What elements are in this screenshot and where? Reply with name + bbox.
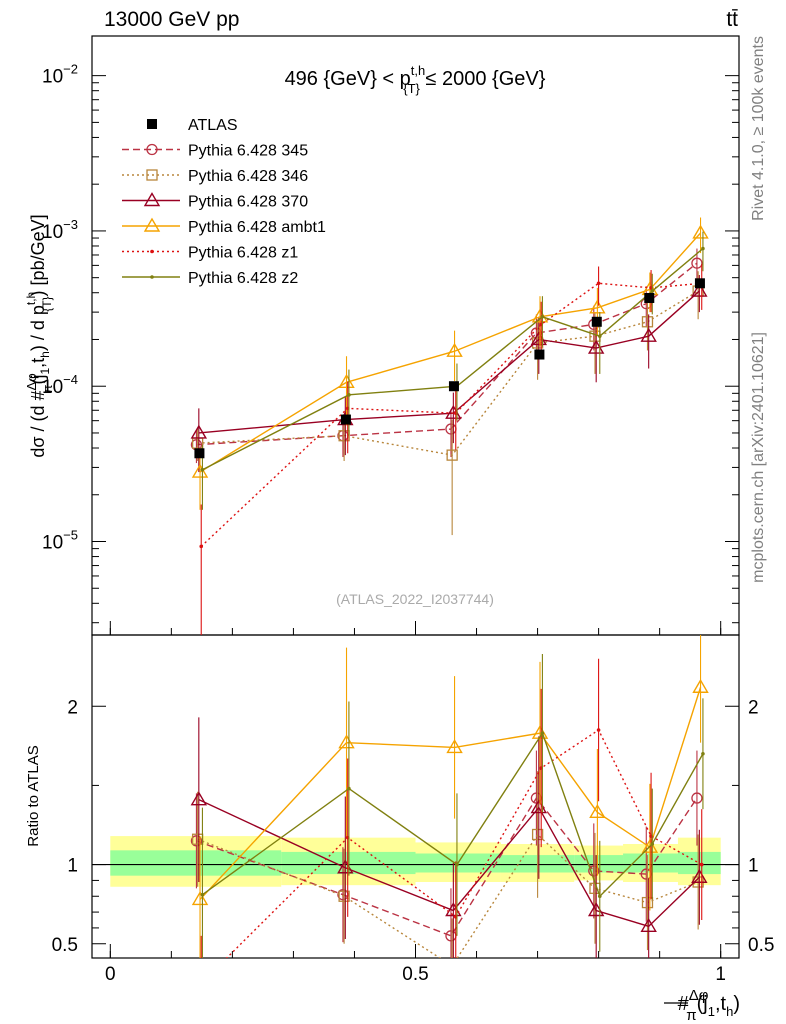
point-370 [190, 424, 208, 439]
data-point-atlas [194, 448, 205, 459]
axis-ticks: 0 0.5 1 10−5 10−4 10−3 10−2 0.5 0.5 1 1 2 2 [42, 62, 774, 985]
ratio-tick-label: 0.5 [52, 935, 78, 956]
data-point-atlas [591, 316, 602, 327]
ratio-tick-label-right: 0.5 [748, 935, 774, 956]
ratio-point-346 [338, 890, 350, 902]
point-ambt1 [589, 299, 606, 314]
legend-marker-atlas [147, 119, 157, 129]
ratio-point-346 [641, 896, 654, 909]
point-z1 [199, 544, 204, 549]
legend-label-ambt1: Pythia 6.428 ambt1 [188, 219, 326, 236]
x-tick-label: 1 [715, 964, 726, 985]
legend-label-346: Pythia 6.428 346 [188, 168, 308, 185]
legend-label-atlas: ATLAS [188, 117, 238, 134]
ratio-point-ambt1 [589, 803, 606, 819]
point-370 [640, 327, 657, 342]
data-point-atlas [644, 292, 655, 303]
ratio-point-370 [691, 868, 708, 883]
point-z2 [347, 393, 351, 397]
point-z2 [597, 334, 602, 338]
y-tick-label: 10−3 [42, 217, 78, 243]
y-tick-label: 10−2 [42, 62, 78, 88]
ratio-point-ambt1 [191, 891, 209, 906]
point-z2 [540, 314, 545, 319]
legend: ATLAS Pythia 6.428 345 Pythia 6.428 346 Pyt… [122, 117, 326, 287]
ratio-point-ambt1 [692, 678, 709, 693]
data-point-atlas [448, 381, 459, 392]
legend-marker-345 [146, 143, 158, 156]
legend-marker-ambt1 [143, 217, 161, 232]
x-axis-label: #Δφ π(j1,th) [678, 987, 740, 1024]
point-z1 [596, 281, 601, 286]
ratio-point-z2 [455, 862, 459, 867]
ratio-point-z2 [597, 894, 602, 899]
ratio-point-z1 [596, 728, 601, 732]
ratio-point-370 [190, 791, 208, 806]
ratio-point-z2 [540, 731, 545, 735]
point-346 [641, 316, 654, 328]
point-ambt1 [692, 224, 709, 239]
analysis-watermark: (ATLAS_2022_I2037744) [336, 591, 494, 607]
y-tick-label: 10−4 [42, 372, 78, 398]
ratio-point-z2 [650, 842, 655, 846]
legend-label-z1: Pythia 6.428 z1 [188, 245, 298, 262]
ratio-point-345 [588, 865, 600, 877]
ratio-point-z1 [699, 862, 704, 867]
point-z2 [200, 467, 205, 472]
ratio-point-ambt1 [446, 739, 463, 754]
legend-marker-z1 [150, 249, 154, 254]
ratio-point-345 [190, 835, 203, 847]
legend-marker-370 [143, 192, 161, 207]
ratio-point-345 [691, 792, 703, 804]
ratio-frame [91, 634, 740, 959]
data-point-atlas [694, 278, 705, 289]
point-ambt1 [446, 342, 463, 357]
band-inner [623, 853, 678, 873]
point-z2 [701, 246, 705, 251]
header-right: tt̄ [726, 8, 738, 31]
ratio-tick-label-right: 2 [748, 697, 759, 718]
ratio-y-axis-label: Ratio to ATLAS [25, 745, 42, 846]
ratio-point-ambt1 [641, 838, 659, 853]
data-points [194, 278, 705, 459]
ratio-point-z2 [701, 751, 705, 756]
ratio-tick-label: 1 [67, 856, 78, 877]
ratio-point-ambt1 [338, 734, 355, 749]
ratio-point-z2 [200, 892, 205, 897]
ratio-point-346 [531, 828, 544, 841]
point-346 [446, 449, 458, 461]
band-inner [110, 850, 282, 876]
legend-marker-z2 [150, 275, 154, 279]
header-left: 13000 GeV pp [104, 8, 239, 31]
ratio-tick-label-right: 1 [748, 856, 759, 877]
legend-label-z2: Pythia 6.428 z2 [188, 270, 298, 287]
ratio-plot-series [190, 635, 709, 958]
point-z2 [650, 289, 655, 293]
ratio-tick-label: 2 [67, 697, 78, 718]
point-345 [691, 257, 703, 269]
y-tick-label: 10−5 [42, 528, 78, 554]
x-tick-label: 0 [105, 964, 116, 985]
data-point-atlas [340, 414, 351, 425]
legend-marker-346 [146, 169, 158, 181]
ratio-point-z2 [347, 786, 351, 791]
band-inner [281, 851, 416, 875]
point-370 [691, 282, 708, 297]
legend-label-370: Pythia 6.428 370 [188, 194, 308, 211]
legend-label-345: Pythia 6.428 345 [188, 143, 308, 160]
y-axis-label: dσ / (d #Δφπ(j1,th) / d pt,h {T}) [pb/GeV… [24, 214, 55, 457]
data-point-atlas [534, 349, 545, 360]
x-tick-label: 0.5 [402, 964, 428, 985]
side-text-top: Rivet 4.1.0, ≥ 100k events [750, 36, 767, 221]
plot-title: 496 {GeV} < pt,h {T} ≤ 2000 {GeV} [285, 63, 546, 96]
ratio-point-370 [640, 917, 657, 933]
point-ambt1 [338, 373, 355, 388]
side-text-bottom: mcplots.cern.ch [arXiv:2401.10621] [750, 332, 767, 583]
